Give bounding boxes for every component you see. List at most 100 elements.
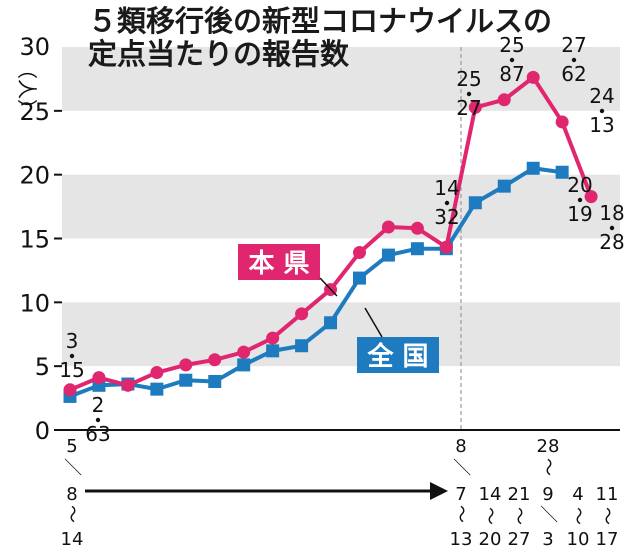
data-point bbox=[584, 190, 598, 204]
data-label-dot bbox=[571, 57, 577, 63]
y-tick-label: 10 bbox=[19, 289, 50, 317]
x-tick-label: ／ bbox=[537, 505, 558, 523]
data-point bbox=[526, 70, 540, 84]
period-arrow bbox=[85, 482, 448, 500]
data-label-dot bbox=[95, 417, 101, 423]
x-tick-label: 14 bbox=[479, 484, 502, 505]
data-point bbox=[150, 366, 164, 380]
x-label-column: 8／ 7～ 13 bbox=[450, 436, 473, 550]
legend-national-label: 全 国 bbox=[366, 341, 428, 372]
data-label-int: 20 bbox=[567, 173, 592, 197]
data-point bbox=[208, 374, 222, 388]
data-label-int: 2 bbox=[92, 393, 105, 417]
y-tick-label: 15 bbox=[19, 226, 50, 254]
data-point bbox=[266, 344, 280, 358]
x-tick-label: 8 bbox=[66, 484, 77, 505]
x-tick-label: 7 bbox=[455, 484, 466, 505]
data-label-dot bbox=[509, 57, 515, 63]
data-point bbox=[381, 220, 395, 234]
x-tick-label: 28 bbox=[537, 436, 560, 457]
data-label-dec: 63 bbox=[85, 422, 110, 446]
x-tick-label: 9 bbox=[542, 484, 553, 505]
x-label-column: 21 ～ 27 bbox=[508, 484, 531, 550]
x-label-column: 28～ 9／ 3 bbox=[537, 436, 560, 550]
grid-band bbox=[62, 174, 620, 239]
data-label-dot bbox=[69, 353, 75, 359]
data-label-int: 18 bbox=[599, 201, 624, 225]
y-axis-unit-text: （人） bbox=[15, 59, 39, 119]
x-label-column: 11 ～ 17 bbox=[596, 484, 619, 550]
x-label-column: 14 ～ 20 bbox=[479, 484, 502, 550]
legend-national: 全 国 bbox=[357, 307, 439, 373]
data-point bbox=[353, 246, 366, 260]
x-tick-label: 13 bbox=[450, 529, 473, 550]
x-label-column: 5／ 8～ 14 bbox=[61, 436, 84, 550]
x-tick-label: ～ bbox=[61, 505, 82, 523]
x-tick-label: 8 bbox=[455, 436, 466, 457]
data-label: 315 bbox=[59, 329, 84, 382]
data-label-dec: 27 bbox=[456, 96, 481, 120]
data-label-dot bbox=[577, 197, 583, 203]
legend-prefecture-box bbox=[238, 244, 320, 280]
data-label-int: 25 bbox=[499, 33, 524, 57]
data-point bbox=[295, 307, 309, 321]
chart-title-line1: ５類移行後の新型コロナウイルスの bbox=[88, 4, 552, 38]
x-tick-label: 3 bbox=[542, 529, 553, 550]
data-label-dec: 87 bbox=[499, 62, 524, 86]
data-point bbox=[526, 161, 540, 175]
x-tick-label: 5 bbox=[66, 436, 77, 457]
data-label-dec: 62 bbox=[561, 62, 586, 86]
x-tick-label: ～ bbox=[596, 507, 617, 525]
data-label-dot bbox=[609, 225, 615, 231]
legend-national-box bbox=[357, 337, 439, 373]
grid-bands bbox=[62, 47, 620, 367]
data-point bbox=[237, 358, 251, 372]
x-tick-label: ～ bbox=[450, 505, 471, 523]
data-point bbox=[92, 371, 106, 385]
data-label-dec: 13 bbox=[589, 113, 614, 137]
data-label-dec: 19 bbox=[567, 202, 592, 226]
data-label-dec: 28 bbox=[599, 230, 624, 254]
data-point bbox=[410, 221, 424, 235]
data-point bbox=[150, 382, 164, 396]
y-axis-unit-label: （人） bbox=[15, 59, 39, 119]
data-label-dec: 15 bbox=[59, 358, 84, 382]
data-point bbox=[63, 383, 77, 397]
data-point bbox=[555, 115, 569, 129]
x-tick-label: 4 bbox=[572, 484, 583, 505]
legend-prefecture-leader bbox=[319, 277, 338, 297]
data-point bbox=[497, 93, 511, 107]
x-tick-label: ～ bbox=[479, 507, 500, 525]
y-tick-label: 5 bbox=[35, 353, 50, 381]
data-point bbox=[121, 378, 135, 392]
legend-prefecture-label: 本 県 bbox=[248, 249, 309, 279]
y-axis-top-label: 30 bbox=[19, 33, 50, 61]
legend-prefecture: 本 県 bbox=[238, 244, 338, 297]
data-point bbox=[353, 271, 366, 285]
y-tick-label: 0 bbox=[35, 417, 50, 445]
data-point bbox=[468, 196, 482, 210]
chart-title-line2: 定点当たりの報告数 bbox=[88, 37, 350, 71]
x-tick-label: ～ bbox=[537, 458, 558, 476]
data-point bbox=[179, 373, 193, 387]
data-point bbox=[179, 358, 193, 372]
data-label-int: 3 bbox=[66, 329, 79, 353]
data-label-int: 25 bbox=[456, 67, 481, 91]
data-point bbox=[381, 248, 395, 262]
data-point bbox=[266, 331, 280, 345]
x-tick-label: 20 bbox=[479, 529, 502, 550]
x-tick-label: 10 bbox=[567, 529, 590, 550]
x-tick-label: ～ bbox=[508, 507, 529, 525]
y-tick-label: 25 bbox=[19, 98, 50, 126]
legend-national-leader bbox=[364, 307, 383, 338]
data-point bbox=[237, 345, 251, 359]
